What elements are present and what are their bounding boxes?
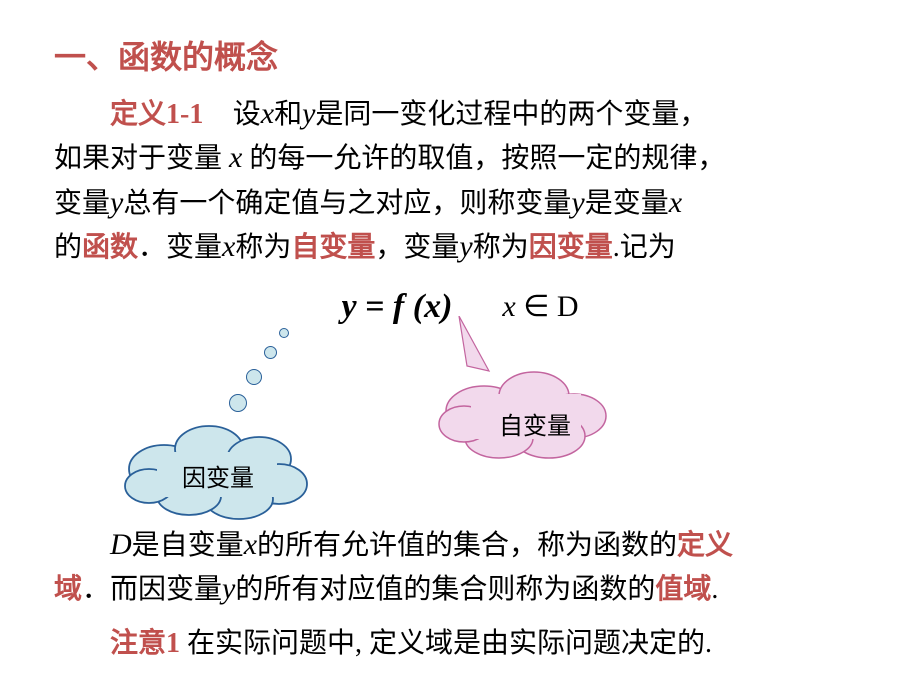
text: ．而因变量 [82,574,222,605]
cloud-right [389,316,639,466]
text: 总有一个确定值与之对应，则称变量 [123,188,571,219]
text: 称为 [235,232,291,263]
text: 是自变量 [132,530,244,561]
cloud-diagram: 自变量 因变量 [54,334,866,519]
var-y: y [222,572,235,605]
text: 是同一变化过程中的两个变量， [315,99,707,130]
keyword-function: 函数 [82,232,138,263]
text: .记为 [613,232,676,263]
note-paragraph: 注意1 在实际问题中, 定义域是由实际问题决定的. [54,623,866,664]
var-x: x [222,230,235,263]
text: 称为 [473,232,529,263]
text: 的所有允许值的集合，称为函数的 [257,530,677,561]
text: 变量 [54,188,110,219]
note-body: 在实际问题中, 定义域是由实际问题决定的. [180,628,712,659]
var-x: x [229,141,242,174]
text: . [711,574,718,605]
keyword-range: 值域 [655,574,711,605]
keyword-independent: 自变量 [291,232,375,263]
var-x: x [261,97,274,130]
text: ．变量 [138,232,222,263]
note-label: 注意1 [110,628,180,659]
domain-paragraph: D是自变量x的所有允许值的集合，称为函数的定义域．而因变量y的所有对应值的集合则… [54,523,866,612]
text: 的所有对应值的集合则称为函数的 [235,574,655,605]
var-x: x [244,528,257,561]
cloud-left-label: 因变量 [182,458,254,493]
var-x: x [669,186,682,219]
var-D: D [110,528,132,561]
text: 是变量 [585,188,669,219]
slide: 一、函数的概念 定义1-1 设x和y是同一变化过程中的两个变量， 如果对于变量 … [0,0,920,665]
definition-label: 定义1-1 [110,99,203,130]
keyword-dependent: 因变量 [529,232,613,263]
keyword-domain-2: 域 [54,574,82,605]
text: 的 [54,232,82,263]
text: 和 [274,99,302,130]
var-y: y [459,230,472,263]
bubble-icon [279,328,289,338]
text: 如果对于变量 [54,143,222,174]
cloud-right-label: 自变量 [499,406,571,441]
var-y: y [302,97,315,130]
section-title: 一、函数的概念 [54,32,866,78]
bubble-icon [246,369,262,385]
text: 的每一允许的取值，按照一定的规律， [242,143,725,174]
var-y: y [110,186,123,219]
keyword-domain-1: 定义 [677,530,733,561]
definition-paragraph: 定义1-1 设x和y是同一变化过程中的两个变量， 如果对于变量 x 的每一允许的… [54,92,866,270]
bubble-icon [229,394,247,412]
text: ，变量 [375,232,459,263]
text: 设 [233,99,261,130]
var-y: y [571,186,584,219]
bubble-icon [264,346,277,359]
